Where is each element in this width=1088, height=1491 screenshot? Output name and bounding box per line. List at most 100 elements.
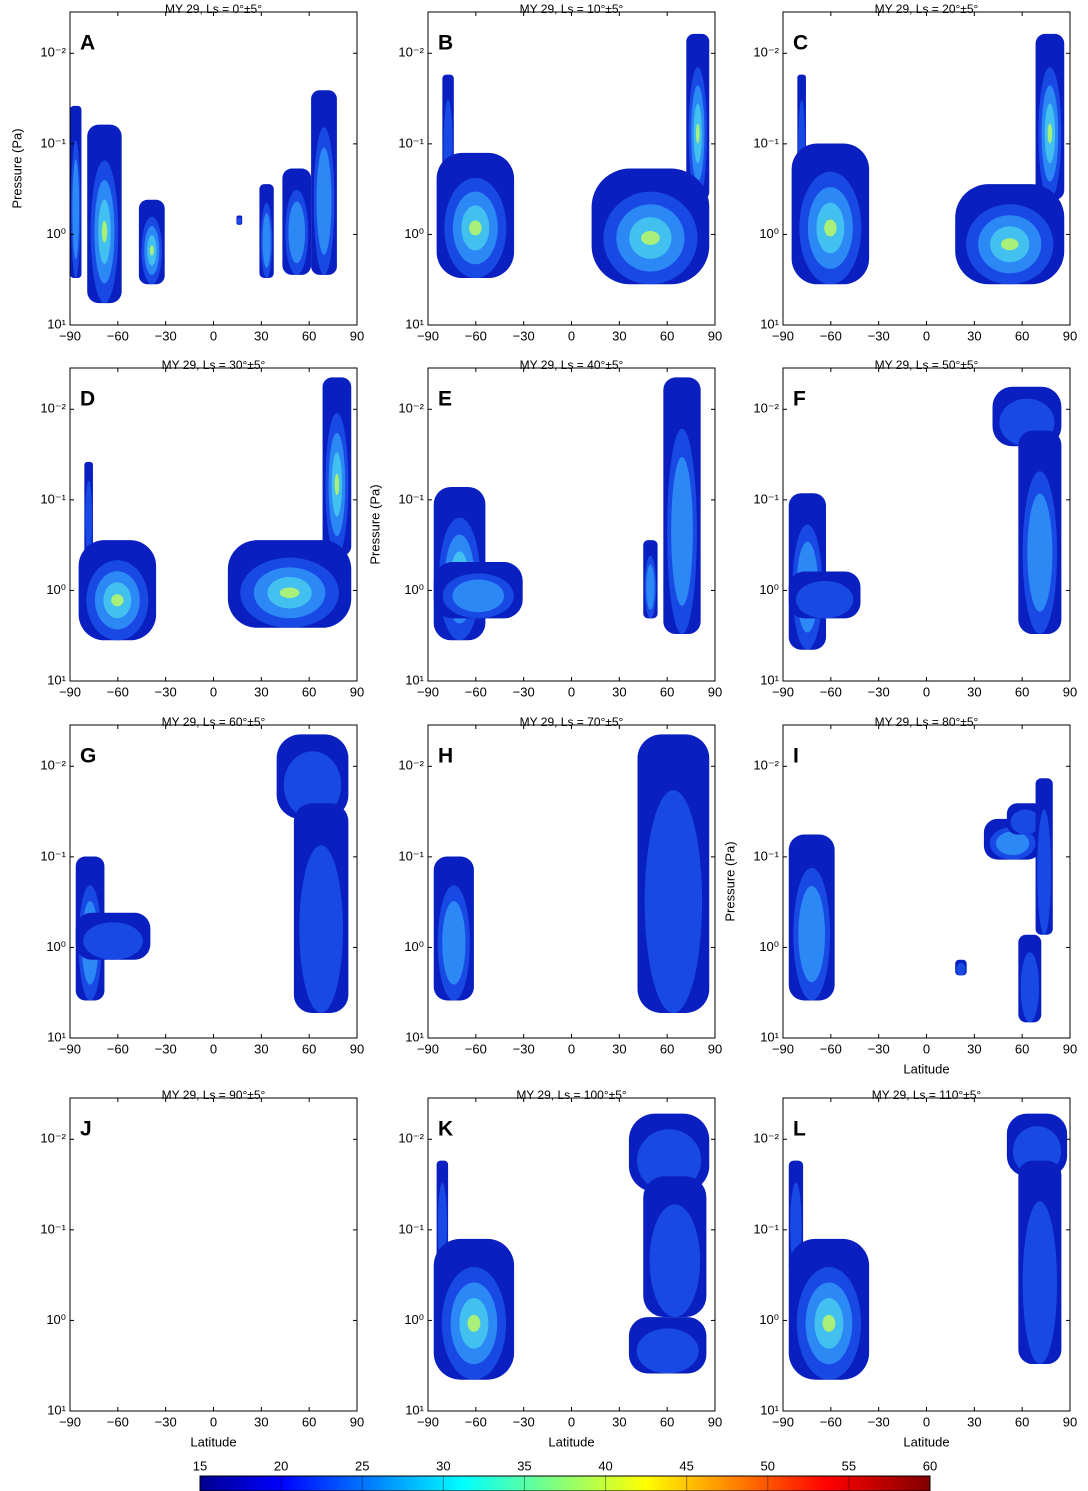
y-tick-label: 10⁻² <box>398 401 424 416</box>
contour-region <box>237 217 242 225</box>
contour-core <box>111 594 124 607</box>
x-tick-label: −60 <box>820 1414 842 1429</box>
y-tick-label: 10¹ <box>405 672 424 687</box>
y-tick-label: 10⁻² <box>753 758 779 773</box>
panel-letter: A <box>80 32 95 55</box>
y-tick-label: 10⁻² <box>398 758 424 773</box>
contour-region <box>1037 809 1052 935</box>
x-tick-label: −90 <box>417 684 439 699</box>
y-tick-label: 10¹ <box>47 1402 66 1417</box>
x-axis-label: Latitude <box>903 1434 949 1449</box>
y-tick-label: 10⁰ <box>404 582 424 597</box>
x-tick-label: 60 <box>1015 328 1029 343</box>
x-tick-label: −30 <box>155 1041 177 1056</box>
y-tick-label: 10¹ <box>405 316 424 331</box>
contour-core <box>641 231 660 245</box>
panel-letter: J <box>80 1118 92 1141</box>
colorbar-tick-label: 15 <box>193 1458 207 1473</box>
panel-title: MY 29, Ls = 90°±5° <box>162 1088 266 1102</box>
y-tick-label: 10¹ <box>760 672 779 687</box>
y-tick-label: 10⁻¹ <box>753 848 779 863</box>
x-tick-label: −30 <box>868 1414 890 1429</box>
y-tick-label: 10⁻¹ <box>40 491 66 506</box>
panel-letter: L <box>793 1118 806 1141</box>
contour-region <box>83 922 143 960</box>
x-tick-label: 90 <box>708 1414 722 1429</box>
x-tick-label: 60 <box>660 328 674 343</box>
plot-area <box>70 1098 357 1411</box>
y-tick-label: 10⁰ <box>759 1312 779 1327</box>
x-tick-label: 0 <box>568 1414 575 1429</box>
x-tick-label: 90 <box>350 1041 364 1056</box>
colorbar-tick-label: 30 <box>436 1458 450 1473</box>
y-tick-label: 10¹ <box>405 1402 424 1417</box>
contour-core <box>1047 123 1053 144</box>
x-tick-label: −30 <box>513 1041 535 1056</box>
y-tick-label: 10⁻¹ <box>40 848 66 863</box>
x-tick-label: −90 <box>59 684 81 699</box>
x-tick-label: 60 <box>1015 1041 1029 1056</box>
x-axis-label: Latitude <box>548 1434 594 1449</box>
panel: −90 −60 −30 0 30 60 90 10⁻² 10⁻¹ 10⁰ 10¹ MY 29, Ls … <box>398 2 722 343</box>
contour-core <box>822 1314 836 1332</box>
colorbar-tick-label: 50 <box>761 1458 775 1473</box>
colorbar-tick-label: 35 <box>517 1458 531 1473</box>
x-tick-label: 30 <box>967 328 981 343</box>
colorbar-tick-label: 40 <box>598 1458 612 1473</box>
contour-core <box>1001 238 1019 251</box>
panel-letter: C <box>793 32 808 55</box>
x-tick-label: −90 <box>59 328 81 343</box>
x-tick-label: 60 <box>302 1041 316 1056</box>
contour-region <box>299 845 343 1013</box>
panel-letter: I <box>793 745 799 768</box>
contour-core <box>279 587 300 598</box>
x-tick-label: 30 <box>612 1041 626 1056</box>
x-tick-label: −60 <box>107 684 129 699</box>
panel-letter: H <box>438 745 453 768</box>
y-tick-label: 10⁻¹ <box>40 1221 66 1236</box>
x-tick-label: −30 <box>513 1414 535 1429</box>
contour-core <box>695 123 700 144</box>
panel: −90 −60 −30 0 30 60 90 10⁻² 10⁻¹ 10⁰ 10¹ MY 29, Ls … <box>367 358 722 699</box>
panel: −90 −60 −30 0 30 60 90 10⁻² 10⁻¹ 10⁰ 10¹ MY 29, Ls … <box>398 715 722 1056</box>
panel: −90 −60 −30 0 30 60 90 10⁻² 10⁻¹ 10⁰ 10¹ MY 29, Ls … <box>753 358 1077 699</box>
x-tick-label: −60 <box>820 684 842 699</box>
panel: −90 −60 −30 0 30 60 90 10⁻² 10⁻¹ 10⁰ 10¹ MY 29, Ls … <box>753 2 1077 343</box>
y-tick-label: 10⁻² <box>753 401 779 416</box>
contour-region <box>956 962 966 976</box>
contour-region <box>798 885 826 983</box>
y-tick-label: 10⁻¹ <box>753 135 779 150</box>
x-tick-label: 0 <box>568 328 575 343</box>
contour-region <box>644 790 703 1013</box>
contour-region <box>262 213 271 268</box>
x-tick-label: 0 <box>923 1414 930 1429</box>
x-tick-label: 30 <box>612 328 626 343</box>
contour-region <box>649 1204 701 1318</box>
x-axis-label: Latitude <box>903 1061 949 1076</box>
x-tick-label: 60 <box>660 1414 674 1429</box>
contour-region <box>452 579 505 613</box>
panel-title: MY 29, Ls = 110°±5° <box>872 1088 982 1102</box>
y-tick-label: 10⁰ <box>759 939 779 954</box>
y-tick-label: 10⁰ <box>46 226 66 241</box>
x-tick-label: 30 <box>967 1041 981 1056</box>
x-tick-label: −90 <box>59 1041 81 1056</box>
x-tick-label: 30 <box>612 684 626 699</box>
x-tick-label: 30 <box>254 1414 268 1429</box>
panel-title: MY 29, Ls = 40°±5° <box>520 358 624 372</box>
contour-region <box>316 147 332 255</box>
y-tick-label: 10⁰ <box>404 1312 424 1327</box>
contour-region <box>442 901 466 985</box>
panel-letter: B <box>438 32 453 55</box>
x-tick-label: 0 <box>923 684 930 699</box>
x-tick-label: 90 <box>1063 1041 1077 1056</box>
contour-region <box>636 1328 699 1374</box>
y-tick-label: 10⁻¹ <box>398 491 424 506</box>
colorbar-tick-label: 20 <box>274 1458 288 1473</box>
x-tick-label: −30 <box>868 684 890 699</box>
x-tick-label: 30 <box>254 1041 268 1056</box>
y-tick-label: 10¹ <box>405 1029 424 1044</box>
x-tick-label: 90 <box>1063 328 1077 343</box>
y-tick-label: 10⁻¹ <box>40 135 66 150</box>
panel-letter: F <box>793 388 806 411</box>
